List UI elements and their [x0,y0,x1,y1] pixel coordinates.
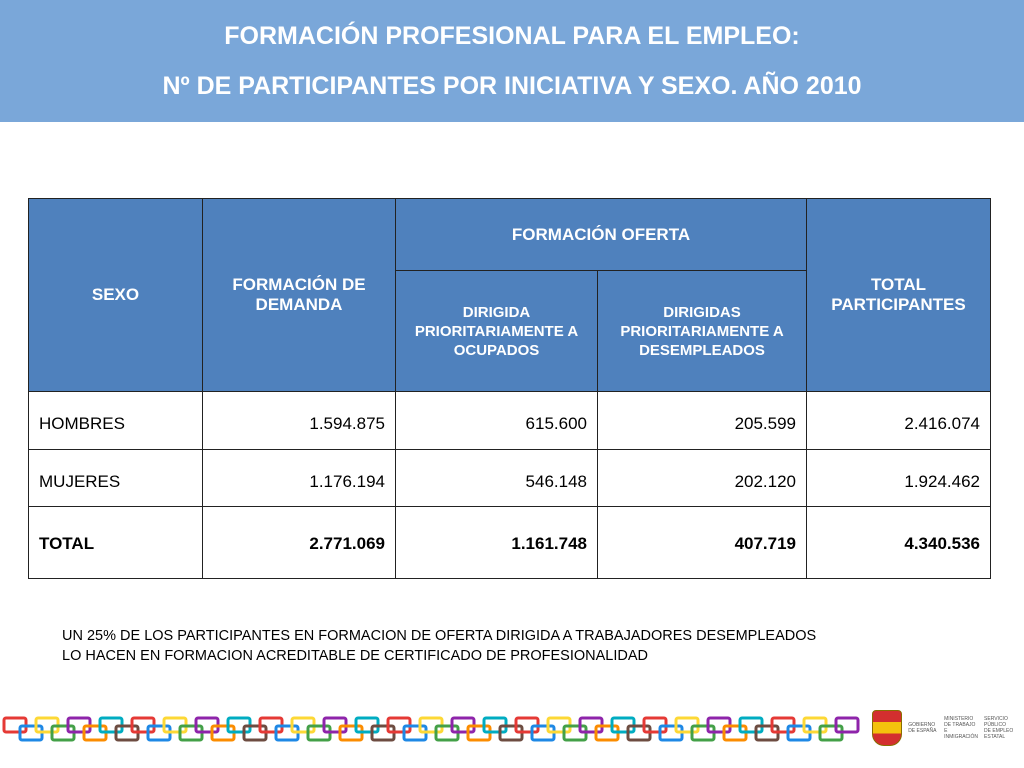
cell-desempleados: 202.120 [596,449,808,507]
page-title: FORMACIÓN PROFESIONAL PARA EL EMPLEO: [224,22,800,50]
government-crest-icon [872,710,903,746]
title-banner: FORMACIÓN PROFESIONAL PARA EL EMPLEO: Nº… [0,0,1024,122]
cell-total: 2.416.074 [806,391,992,450]
cell-total: 1.924.462 [806,449,992,507]
cell-desempleados: 205.599 [596,391,808,450]
footnote-line: UN 25% DE LOS PARTICIPANTES EN FORMACION… [62,628,817,644]
col-header-oferta: FORMACIÓN OFERTA [394,198,808,271]
cell-demanda: 1.594.875 [202,391,396,450]
government-logo: GOBIERNO DE ESPAÑA MINISTERIO DE TRABAJO… [872,708,1020,748]
col-header-desempleados: DIRIGIDAS PRIORITARIAMENTE A DESEMPLEADO… [596,270,808,392]
table-row: MUJERES 1.176.194 546.148 202.120 1.924.… [28,449,992,507]
cell-total: 4.340.536 [806,506,992,579]
cell-desempleados: 407.719 [596,506,808,579]
cell-sexo: MUJERES [28,449,203,507]
cell-ocupados: 546.148 [395,449,598,507]
col-header-sexo: SEXO [28,198,203,392]
logo-text-ministerio: MINISTERIO DE TRABAJO E INMIGRACIÓN [944,716,979,740]
col-header-total: TOTAL PARTICIPANTES [806,198,992,392]
logo-text-sepe: SERVICIO PÚBLICO DE EMPLEO ESTATAL [984,716,1014,740]
col-header-ocupados: DIRIGIDA PRIORITARIAMENTE A OCUPADOS [395,270,598,392]
table-total-row: TOTAL 2.771.069 1.161.748 407.719 4.340.… [28,506,992,579]
footnote-line: LO HACEN EN FORMACION ACREDITABLE DE CER… [62,648,649,664]
cell-demanda: 2.771.069 [202,506,396,579]
table-row: HOMBRES 1.594.875 615.600 205.599 2.416.… [28,391,992,450]
cell-demanda: 1.176.194 [202,449,396,507]
table-header-row: SEXO FORMACIÓN DE DEMANDA FORMACIÓN OFER… [28,198,992,392]
cell-sexo: HOMBRES [28,391,203,450]
page-subtitle: Nº DE PARTICIPANTES POR INICIATIVA Y SEX… [162,72,862,100]
logo-text-gobierno: GOBIERNO DE ESPAÑA [908,722,937,734]
col-header-demanda: FORMACIÓN DE DEMANDA [202,198,396,392]
chain-link [834,716,860,734]
table-subheader-row: DIRIGIDA PRIORITARIAMENTE A OCUPADOS DIR… [29,270,991,392]
cell-sexo: TOTAL [28,506,203,579]
cell-ocupados: 615.600 [395,391,598,450]
footnote: UN 25% DE LOS PARTICIPANTES EN FORMACION… [62,626,1002,666]
participants-table: SEXO FORMACIÓN DE DEMANDA FORMACIÓN OFER… [28,198,992,579]
cell-ocupados: 1.161.748 [395,506,598,579]
chain-links-decoration [2,716,860,742]
